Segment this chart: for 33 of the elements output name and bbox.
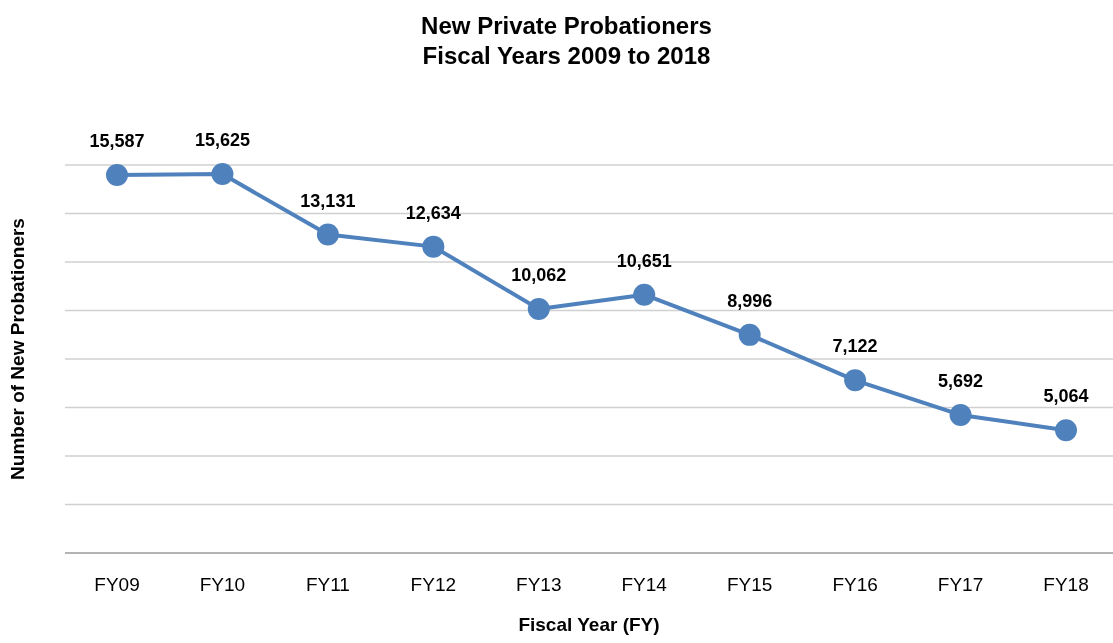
- point: [633, 283, 656, 306]
- y-axis-title: Number of New Probationers: [7, 218, 28, 480]
- x-tick-label: FY15: [726, 574, 773, 595]
- point: [738, 323, 761, 346]
- data-label: 12,634: [405, 202, 461, 223]
- x-tick-label: FY12: [410, 574, 457, 595]
- point: [844, 369, 867, 392]
- x-tick-label: FY11: [305, 574, 350, 595]
- point: [211, 163, 234, 186]
- x-tick-label: FY09: [94, 574, 140, 595]
- x-tick-label: FY17: [937, 574, 984, 595]
- x-tick-label: FY18: [1043, 574, 1089, 595]
- data-label: 13,131: [300, 190, 356, 211]
- data-label: 5,064: [1043, 386, 1089, 407]
- x-axis-title: Fiscal Year (FY): [518, 614, 660, 635]
- point: [316, 223, 339, 246]
- point: [949, 403, 972, 426]
- data-label: 5,692: [938, 370, 984, 391]
- data-label: 10,062: [511, 265, 567, 285]
- point: [527, 298, 550, 320]
- point: [422, 235, 445, 258]
- x-tick-label: FY13: [516, 574, 562, 595]
- data-label: 8,996: [727, 290, 773, 311]
- chart-title: New Private Probationers Fiscal Years 2009 to 2018: [421, 12, 712, 69]
- data-label: 15,587: [89, 131, 145, 152]
- x-tick-label: FY16: [832, 574, 878, 595]
- data-label: 7,122: [832, 336, 878, 357]
- point: [106, 164, 128, 187]
- point: [1055, 419, 1077, 442]
- x-tick-label: FY10: [199, 574, 246, 595]
- data-label: 10,651: [616, 250, 672, 271]
- x-tick-label: FY14: [621, 574, 668, 595]
- data-label: 15,625: [194, 130, 250, 151]
